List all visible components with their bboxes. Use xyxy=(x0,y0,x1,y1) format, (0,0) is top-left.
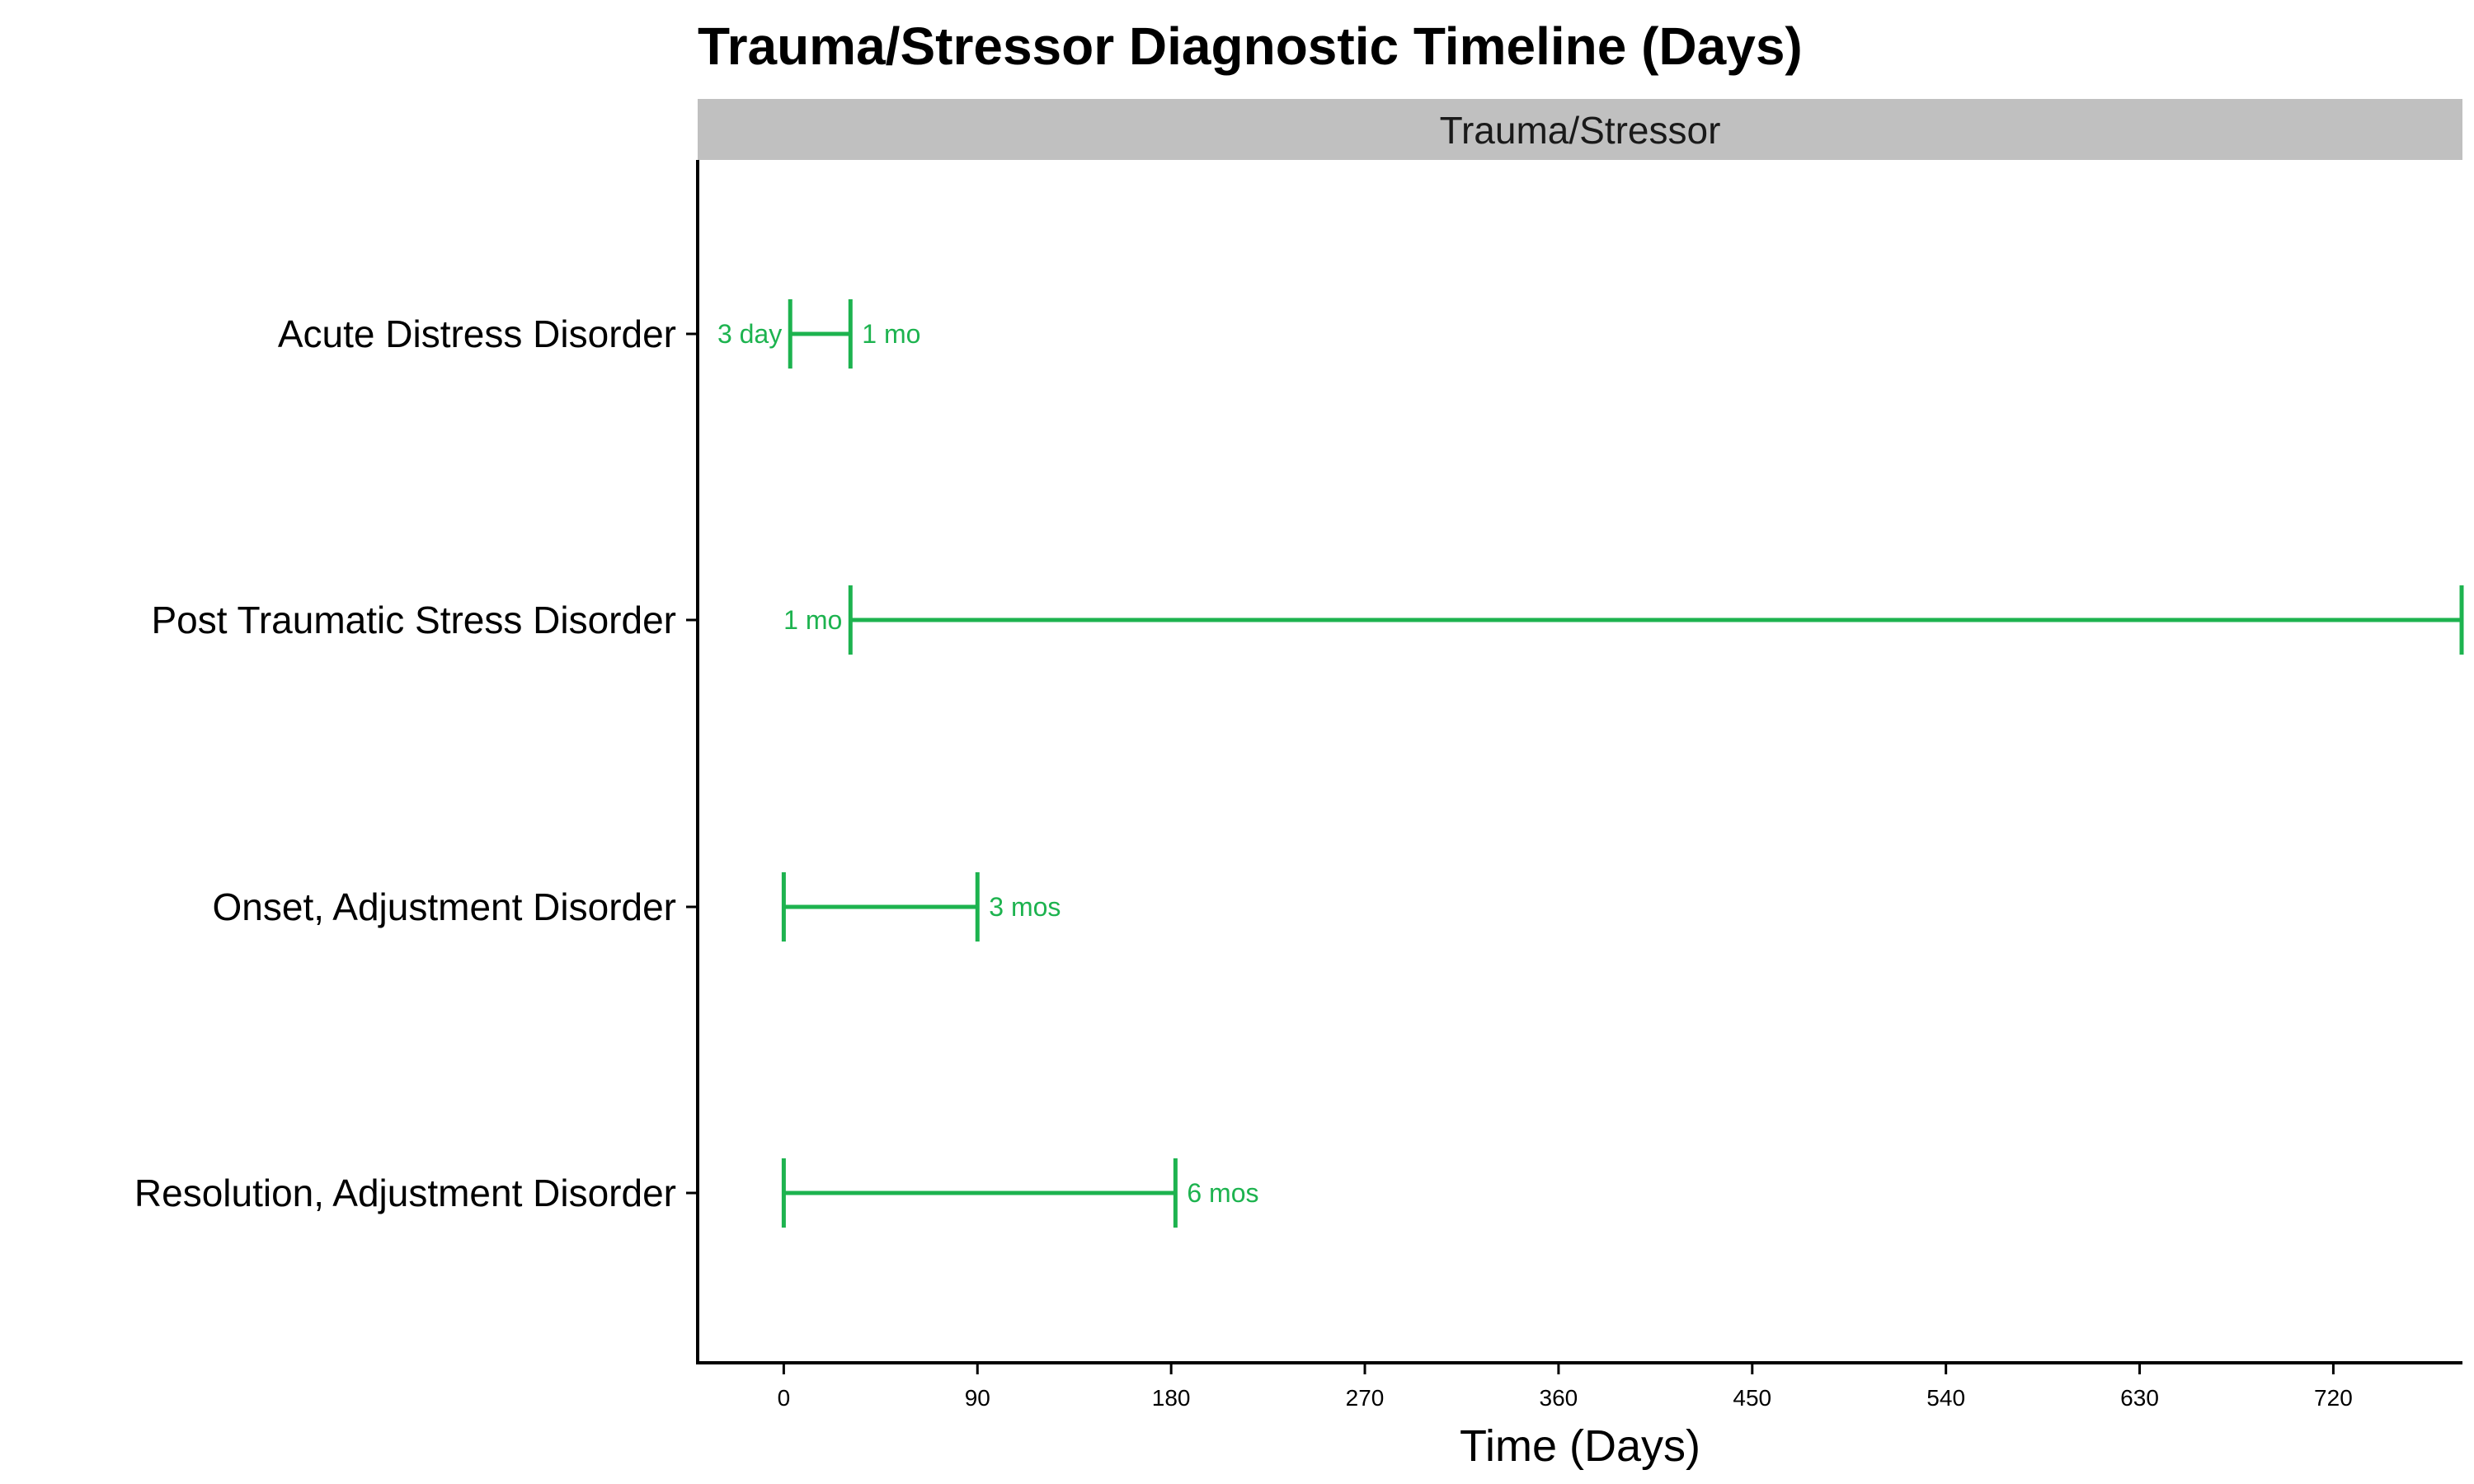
y-category-label: Acute Distress Disorder xyxy=(278,312,676,355)
x-axis-label: Time (Days) xyxy=(1460,1421,1700,1471)
x-tick-label: 630 xyxy=(2120,1385,2159,1411)
y-category-label: Onset, Adjustment Disorder xyxy=(213,885,676,928)
x-tick-label: 270 xyxy=(1346,1385,1385,1411)
interval-bar: 3 mos xyxy=(781,872,1061,942)
x-tick-label: 0 xyxy=(778,1385,791,1411)
interval-start-label: 3 day xyxy=(717,319,782,349)
x-axis: 0 90 180 270 360 450 540 630 720 xyxy=(778,1363,2353,1411)
interval-series: 3 day 1 mo 1 mo 3 mos 6 mos xyxy=(717,299,2464,1228)
x-tick-label: 180 xyxy=(1152,1385,1191,1411)
facet-strip xyxy=(698,99,2462,160)
x-tick-label: 540 xyxy=(1926,1385,1965,1411)
interval-end-label: 3 mos xyxy=(989,892,1061,922)
y-category-label: Post Traumatic Stress Disorder xyxy=(151,599,676,641)
interval-end-label: 1 mo xyxy=(862,319,920,349)
y-category-label: Resolution, Adjustment Disorder xyxy=(134,1172,676,1214)
interval-start-label: 1 mo xyxy=(783,605,842,635)
x-tick-label: 360 xyxy=(1540,1385,1578,1411)
x-tick-label: 450 xyxy=(1733,1385,1771,1411)
facet-strip-label: Trauma/Stressor xyxy=(1440,109,1721,152)
x-tick-label: 720 xyxy=(2314,1385,2353,1411)
x-tick-label: 90 xyxy=(965,1385,990,1411)
interval-bar: 6 mos xyxy=(781,1158,1259,1228)
y-axis: Acute Distress Disorder Post Traumatic St… xyxy=(134,312,698,1214)
interval-bar: 3 day 1 mo xyxy=(717,299,920,369)
interval-end-label: 6 mos xyxy=(1187,1178,1258,1208)
chart-title: Trauma/Stressor Diagnostic Timeline (Day… xyxy=(698,16,1803,76)
interval-bar: 1 mo xyxy=(783,585,2464,655)
